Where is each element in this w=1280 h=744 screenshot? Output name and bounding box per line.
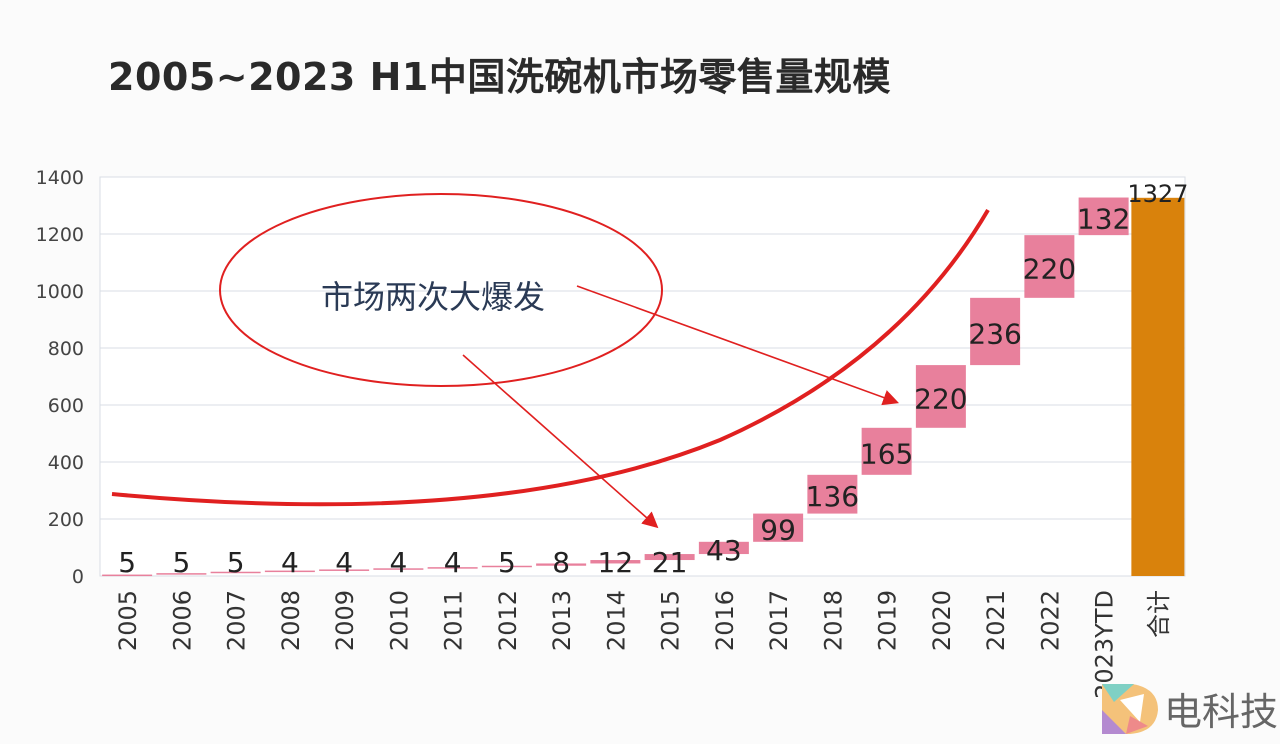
bar-合计 — [1131, 197, 1185, 576]
data-label: 236 — [968, 317, 1021, 350]
plot-area — [99, 176, 1186, 577]
bar-2019 — [861, 427, 912, 475]
x-tick-label: 2013 — [548, 590, 576, 651]
x-tick-label: 2012 — [494, 590, 522, 651]
y-tick-label: 1200 — [36, 224, 84, 246]
data-label: 165 — [860, 437, 913, 470]
y-tick-label: 200 — [48, 509, 84, 531]
x-tick-label: 2023YTD — [1091, 590, 1119, 699]
x-tick-label: 2021 — [982, 590, 1010, 651]
data-label: 21 — [652, 546, 688, 579]
x-tick-label: 2011 — [440, 590, 468, 651]
data-label: 5 — [227, 546, 245, 579]
data-label: 4 — [281, 546, 299, 579]
data-label: 132 — [1077, 202, 1130, 235]
bar-2011 — [427, 567, 478, 569]
annotation-arrow-2 — [576, 285, 900, 406]
data-label: 5 — [172, 546, 190, 579]
bar-2010 — [373, 568, 424, 570]
data-label: 5 — [498, 546, 516, 579]
chart-title: 2005~2023 H1中国洗碗机市场零售量规模 — [108, 55, 891, 99]
bar-2014 — [590, 560, 641, 564]
bar-2012 — [481, 565, 532, 568]
x-tick-label: 2007 — [223, 590, 251, 651]
x-tick-label: 2010 — [385, 590, 413, 651]
data-label: 99 — [760, 514, 796, 547]
y-tick-label: 1000 — [36, 281, 84, 303]
x-tick-label: 2018 — [819, 590, 847, 651]
data-label: 4 — [389, 546, 407, 579]
bar-2008 — [264, 570, 315, 573]
bar-2016 — [698, 541, 749, 555]
x-tick-label: 2008 — [277, 590, 305, 651]
x-tick-label: 2022 — [1036, 590, 1064, 651]
watermark-text: 电科技 — [1164, 689, 1279, 734]
x-tick-label: 2006 — [168, 590, 196, 651]
annotation-arrow-1 — [462, 354, 659, 529]
x-tick-label: 合计 — [1145, 590, 1173, 638]
data-label: 43 — [706, 534, 742, 567]
bar-2006 — [156, 573, 207, 575]
bar-2020 — [915, 365, 966, 428]
x-tick-label: 2016 — [711, 590, 739, 651]
data-label: 1327 — [1127, 180, 1188, 208]
bar-2017 — [753, 513, 804, 542]
bar-2009 — [319, 569, 370, 571]
watermark-logo: 电科技 — [1100, 680, 1278, 736]
data-label: 136 — [806, 480, 859, 513]
bar-2007 — [210, 571, 261, 574]
data-label: 12 — [598, 546, 634, 579]
x-tick-label: 2014 — [602, 590, 630, 651]
bar-2018 — [807, 474, 858, 514]
bar-2015 — [644, 554, 695, 561]
data-label: 4 — [335, 546, 353, 579]
x-tick-label: 2017 — [765, 590, 793, 651]
bar-2005 — [102, 574, 153, 577]
logo-icon — [1102, 684, 1158, 734]
x-tick-label: 2020 — [928, 590, 956, 651]
y-tick-label: 400 — [48, 452, 84, 474]
bar-2023YTD — [1078, 197, 1129, 236]
data-label: 4 — [444, 546, 462, 579]
data-label: 220 — [1023, 252, 1076, 285]
x-tick-label: 2015 — [657, 590, 685, 651]
growth-curve — [111, 208, 990, 507]
bar-2021 — [970, 297, 1021, 366]
x-tick-label: 2019 — [874, 590, 902, 651]
data-label: 8 — [552, 546, 570, 579]
data-label: 220 — [914, 382, 967, 415]
y-tick-label: 800 — [48, 338, 84, 360]
annotation-ellipse — [219, 193, 663, 387]
y-tick-label: 600 — [48, 395, 84, 417]
annotation-group: 市场两次大爆发 — [111, 193, 990, 529]
x-tick-label: 2005 — [114, 590, 142, 651]
y-tick-label: 1400 — [36, 167, 84, 189]
bar-2013 — [536, 563, 587, 566]
x-tick-label: 2009 — [331, 590, 359, 651]
annotation-text: 市场两次大爆发 — [321, 278, 545, 316]
data-label: 5 — [118, 546, 136, 579]
y-tick-label: 0 — [72, 566, 84, 588]
bar-2022 — [1024, 235, 1075, 298]
